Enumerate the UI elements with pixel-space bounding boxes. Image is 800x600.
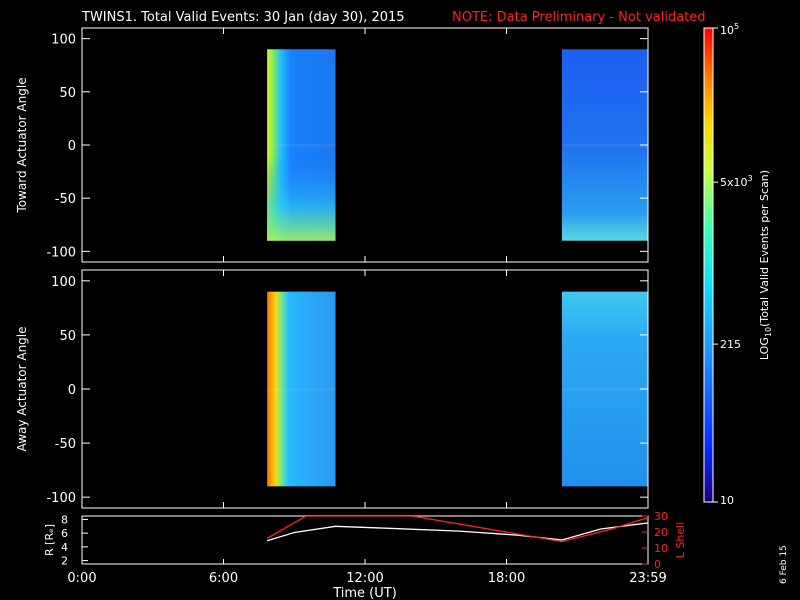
data-block-shade [267,154,336,241]
y-tick-label: 0 [68,383,76,398]
r-tick-label: 2 [61,555,68,568]
toward-angle-panel: 100 50 0 -50 -100 Toward Actuator Angle [15,27,649,263]
y-axis-label: Toward Actuator Angle [15,77,29,213]
colorbar-tick-label: 10 [720,494,734,507]
colorbar-tick-label: 5x103 [720,174,753,189]
lshell-series-line [266,516,648,543]
colorbar: LOG10(Total Valid Events per Scan) 105 5x… [703,22,773,507]
lshell-tick-label: 0 [654,558,661,571]
preliminary-note: NOTE: Data Preliminary - Not validated [452,10,706,25]
y-tick-label: -50 [55,437,76,452]
away-angle-panel: 100 50 0 -50 -100 Away Actuator Angle [15,269,649,509]
r-axis-label: R [Rₑ] [43,524,56,556]
r-tick-label: 4 [61,541,68,554]
zero-band [561,143,648,147]
plot-area [82,28,648,262]
y-tick-label: 100 [51,275,76,290]
colorbar-tick-label: 105 [720,22,739,37]
r-tick-label: 8 [61,513,68,526]
r-tick-label: 6 [61,527,68,540]
x-tick-label: 6:00 [209,571,238,586]
data-block [561,49,648,241]
date-stamp: 6 Feb 15 [779,545,789,584]
x-tick-label: 0:00 [67,571,96,586]
data-block [267,291,336,487]
zero-band [561,387,648,391]
lshell-tick-label: 10 [654,542,668,555]
colorbar-gradient [704,28,713,502]
y-tick-label: 50 [59,329,76,344]
zero-band [267,143,336,147]
y-tick-label: -50 [55,192,76,207]
chart-title: TWINS1. Total Valid Events: 30 Jan (day … [81,10,405,25]
y-tick-label: -100 [46,491,76,506]
y-tick-label: -100 [46,245,76,260]
lshell-tick-label: 20 [654,526,668,539]
y-tick-label: 50 [59,86,76,101]
data-block [561,291,648,487]
colorbar-tick-label: 215 [720,338,741,351]
x-axis-label: Time (UT) [332,586,397,600]
plot-area [82,270,648,508]
x-tick-label: 18:00 [488,571,525,586]
y-tick-label: 0 [68,139,76,154]
y-tick-label: 100 [51,33,76,48]
y-axis-label: Away Actuator Angle [15,326,29,451]
lshell-axis-label: L Shell [674,522,687,558]
zero-band [267,387,336,391]
colorbar-label: LOG10(Total Valid Events per Scan) [758,170,773,360]
lshell-tick-label: 30 [654,510,668,523]
r-series-line [266,522,648,542]
x-tick-label: 23:59 [629,571,666,586]
colorbar-frame [703,27,714,503]
x-tick-label: 12:00 [346,571,383,586]
